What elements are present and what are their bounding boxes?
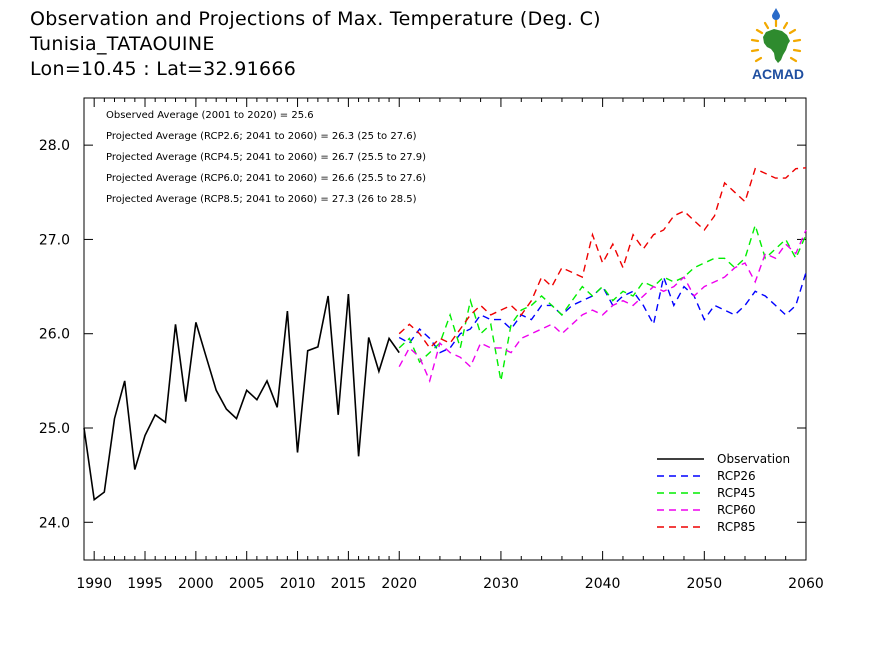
annotation-text: Projected Average (RCP4.5; 2041 to 2060)…	[106, 152, 426, 163]
legend-label: RCP45	[717, 486, 756, 500]
y-tick-label: 26.0	[39, 327, 70, 343]
y-tick-label: 25.0	[39, 421, 70, 437]
x-tick-label: 2050	[686, 576, 722, 592]
coordinates: Lon=10.45 : Lat=32.91666	[30, 58, 297, 80]
x-tick-label: 2005	[229, 576, 265, 592]
x-tick-label: 2010	[280, 576, 316, 592]
legend-label: RCP26	[717, 469, 756, 483]
annotation-text: Projected Average (RCP8.5; 2041 to 2060)…	[106, 194, 417, 205]
x-tick-label: 2020	[381, 576, 417, 592]
africa-map-icon	[763, 29, 790, 63]
series-line-observation	[83, 294, 400, 502]
annotation-text: Projected Average (RCP2.6; 2041 to 2060)…	[106, 131, 417, 142]
x-tick-label: 2060	[788, 576, 824, 592]
y-tick-label: 24.0	[39, 515, 70, 531]
legend-label: Observation	[717, 452, 790, 466]
chart-title: Observation and Projections of Max. Temp…	[30, 8, 601, 30]
series-line-rcp45	[398, 222, 807, 382]
legend-label: RCP60	[717, 503, 756, 517]
x-tick-label: 1990	[76, 576, 112, 592]
series-line-rcp60	[398, 229, 807, 384]
x-tick-label: 1995	[127, 576, 163, 592]
location-name: Tunisia_TATAOUINE	[30, 33, 215, 55]
plot-frame	[83, 97, 807, 561]
acmad-logo: ACMAD	[738, 8, 818, 84]
x-tick-label: 2015	[331, 576, 367, 592]
series-line-rcp26	[398, 272, 807, 354]
annotation-text: Projected Average (RCP6.0; 2041 to 2060)…	[106, 173, 426, 184]
series-line-rcp85	[398, 167, 807, 349]
y-tick-label: 28.0	[39, 138, 70, 154]
x-tick-label: 2030	[483, 576, 519, 592]
legend-label: RCP85	[717, 520, 756, 534]
x-tick-label: 2040	[585, 576, 621, 592]
annotation-text: Observed Average (2001 to 2020) = 25.6	[106, 110, 314, 121]
x-tick-label: 2000	[178, 576, 214, 592]
acmad-logo-graphic: ACMAD	[750, 8, 804, 82]
y-tick-label: 27.0	[39, 232, 70, 248]
water-drop-icon	[772, 8, 780, 20]
logo-text: ACMAD	[752, 66, 804, 82]
sun-rays	[750, 18, 802, 63]
